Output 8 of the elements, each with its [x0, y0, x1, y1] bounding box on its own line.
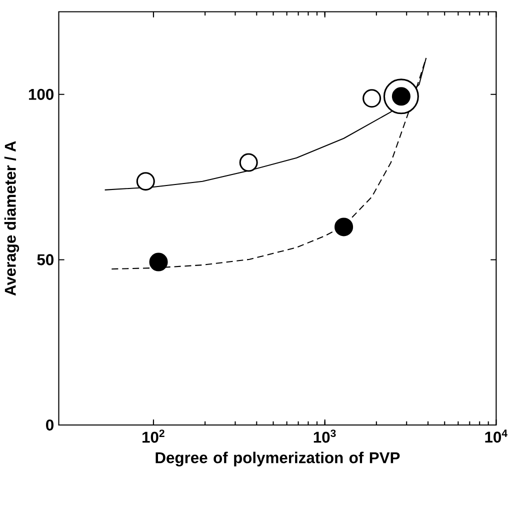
x-tick-label: 10$^{2}$ — [142, 430, 164, 443]
y-axis-title: Average diameter / A — [4, 141, 20, 296]
y-tick-label: 0 — [46, 419, 54, 430]
x-axis-title: Degree of polymerization of PVP — [156, 452, 400, 466]
y-tick-label: 100 — [28, 88, 54, 100]
y-tick-label: 50 — [37, 254, 54, 266]
x-tick-label: 10$^{3}$ — [314, 430, 336, 443]
x-tick-label: 10$^{4}$ — [485, 430, 508, 443]
